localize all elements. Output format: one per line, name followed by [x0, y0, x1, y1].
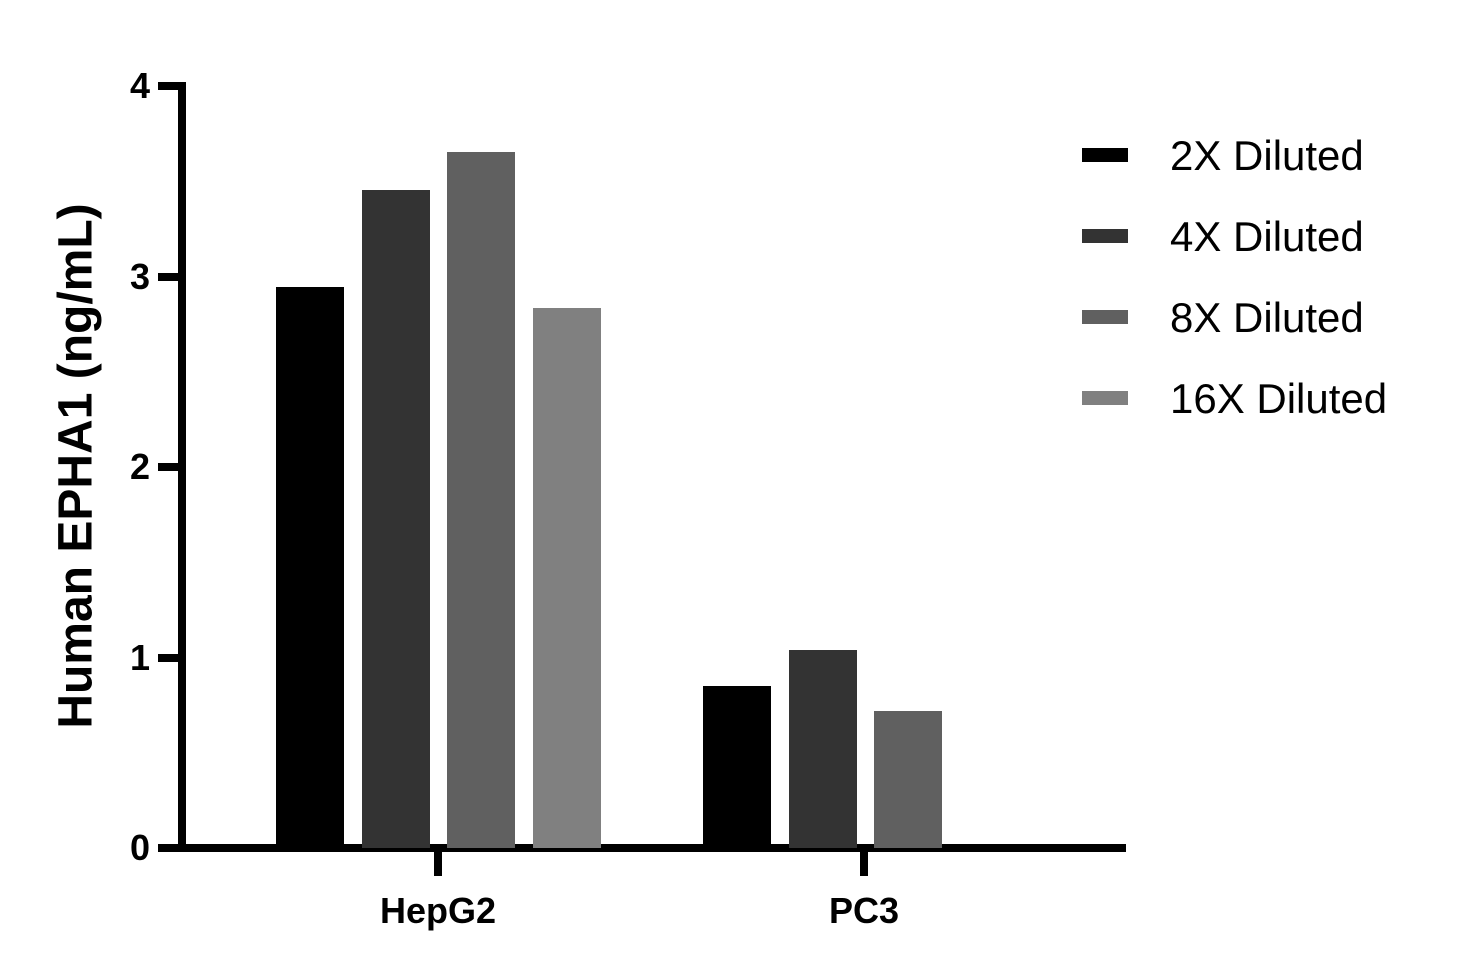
bar-hepg2-2x [276, 287, 344, 848]
legend-swatch-16x [1082, 391, 1128, 405]
x-axis-line [178, 844, 1126, 852]
y-axis-line [178, 82, 186, 852]
bar-hepg2-16x [532, 308, 601, 848]
x-tick [860, 848, 868, 876]
legend-swatch-8x [1082, 310, 1128, 324]
legend-label-4x: 4X Diluted [1170, 213, 1364, 260]
bar-hepg2-4x [361, 189, 430, 848]
y-tick-label: 4 [129, 65, 150, 106]
y-tick-label: 0 [129, 827, 150, 868]
bar-pc3-2x [703, 685, 771, 848]
legend-swatch-2x [1082, 148, 1128, 162]
y-tick [158, 273, 182, 281]
y-tick [158, 463, 182, 471]
bar-hepg2-8x [447, 151, 515, 848]
bar-pc3-4x [788, 649, 857, 848]
y-tick [158, 844, 182, 852]
legend-label-16x: 16X Diluted [1170, 375, 1388, 422]
legend-swatch-4x [1082, 229, 1128, 243]
y-tick [158, 654, 182, 662]
y-tick-label: 1 [129, 637, 150, 678]
bar-pc3-8x [874, 710, 942, 848]
y-tick-label: 3 [129, 256, 150, 297]
x-tick-label-pc3: PC3 [828, 890, 900, 931]
legend-label-2x: 2X Diluted [1170, 132, 1364, 179]
x-tick [434, 848, 442, 876]
y-tick [158, 82, 182, 90]
x-tick-label-hepg2: HepG2 [379, 890, 497, 931]
y-axis-label: Human EPHA1 (ng/mL) [49, 203, 103, 729]
y-tick-label: 2 [129, 446, 150, 487]
legend-label-8x: 8X Diluted [1170, 294, 1364, 341]
